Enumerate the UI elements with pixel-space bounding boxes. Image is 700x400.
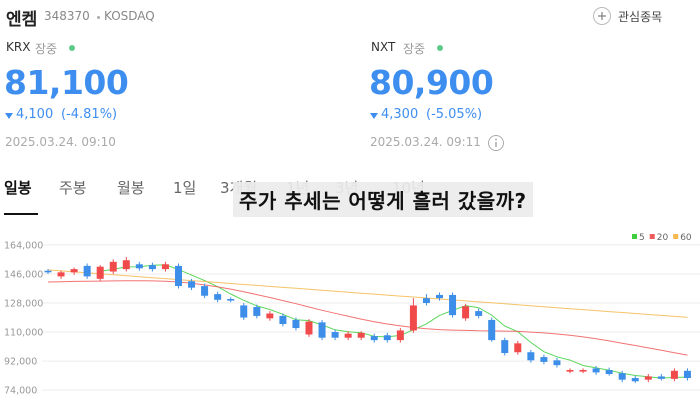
watch-button[interactable]: 관심종목 — [618, 10, 663, 24]
candle-body — [670, 370, 678, 379]
venue: KRX — [6, 40, 31, 54]
candle-body — [83, 265, 91, 277]
plus-circle — [593, 7, 611, 25]
tab-underline — [4, 213, 38, 215]
stock-name: 엔켐 — [6, 10, 38, 30]
candle-body — [148, 265, 156, 270]
candle-body — [592, 368, 600, 373]
candle-body — [279, 315, 287, 324]
quote-time: 2025.03.24. 09:10 — [5, 135, 116, 149]
candle-body — [344, 333, 352, 338]
candle-body — [109, 261, 117, 272]
candle-body — [201, 286, 209, 296]
info-circle — [488, 135, 504, 151]
candle-body — [175, 265, 182, 287]
candle-body — [488, 319, 496, 341]
candle-body — [135, 264, 143, 269]
candle-body — [475, 311, 483, 316]
candle-body — [605, 369, 613, 375]
candle-body — [644, 376, 652, 380]
down-arrow — [5, 113, 13, 119]
candle-body — [631, 378, 639, 382]
candle-body — [161, 264, 169, 270]
candle-body — [96, 266, 104, 279]
quote-time: 2025.03.24. 09:11 — [370, 135, 481, 149]
candle-body — [683, 370, 691, 379]
status-dot — [69, 45, 75, 51]
candle-body — [553, 360, 561, 366]
candle-body — [292, 319, 300, 329]
candle-body — [331, 332, 339, 338]
status: 장중 — [35, 42, 58, 56]
overlay-caption: 주가 추세는 어떻게 흘러 갔을까? — [233, 182, 533, 217]
y-tick-label: 164,000 — [4, 240, 43, 251]
status-dot — [437, 45, 443, 51]
candle-body — [57, 272, 65, 277]
legend-swatch — [649, 234, 655, 239]
period-tab[interactable]: 주봉 — [59, 179, 87, 197]
candle-body — [305, 321, 313, 335]
legend-label: 60 — [680, 233, 692, 243]
change: 4,300 — [381, 107, 419, 122]
down-arrow — [370, 113, 378, 119]
change: 4,100 — [16, 107, 54, 122]
y-tick-label: 128,000 — [4, 299, 43, 310]
ma-line — [47, 269, 688, 318]
period-tab[interactable]: 1일 — [173, 179, 197, 197]
y-tick-label: 146,000 — [4, 269, 43, 280]
info-icon[interactable] — [487, 134, 505, 152]
change-pct: (-4.81%) — [61, 107, 118, 122]
candle-body — [240, 305, 248, 318]
separator — [97, 16, 100, 19]
candle-body — [266, 313, 274, 319]
candle-body — [370, 336, 378, 341]
legend-label: 20 — [657, 233, 669, 243]
status: 장중 — [403, 42, 426, 56]
candle-body — [70, 269, 78, 273]
candle-body — [436, 294, 443, 299]
candle-body — [449, 294, 457, 316]
candle-body — [579, 369, 587, 372]
candle-body — [409, 305, 417, 331]
legend-label: 5 — [639, 233, 645, 243]
candle-body — [214, 294, 222, 300]
candle-body — [357, 332, 365, 338]
candle-body — [657, 376, 665, 379]
change-pct: (-5.05%) — [426, 107, 483, 122]
candle-body — [514, 343, 522, 353]
stock-code: 348370 — [44, 9, 90, 23]
candle-body — [188, 281, 196, 288]
candle-body — [44, 270, 52, 273]
ma-line — [100, 264, 688, 379]
candle-body — [383, 335, 391, 341]
period-tab[interactable]: 월봉 — [117, 179, 145, 197]
y-tick-label: 74,000 — [4, 386, 37, 397]
y-tick-label: 92,000 — [4, 357, 37, 368]
period-tab[interactable]: 일봉 — [4, 179, 32, 197]
ma-line — [47, 280, 688, 356]
legend-swatch — [673, 234, 679, 239]
info-dot — [495, 138, 497, 141]
candle-body — [527, 352, 535, 361]
candle-body — [422, 298, 430, 304]
venue: NXT — [371, 40, 396, 54]
candle-body — [227, 298, 235, 301]
price: 81,100 — [4, 63, 129, 102]
candle-body — [618, 373, 626, 380]
candle-body — [501, 340, 509, 354]
candle-body — [318, 322, 326, 338]
candle-body — [462, 306, 470, 319]
plus-icon[interactable] — [592, 6, 612, 26]
candle-body — [566, 369, 574, 372]
legend-swatch — [632, 234, 637, 239]
candle-body — [253, 307, 261, 316]
candle-body — [122, 260, 130, 270]
candle-body — [540, 357, 548, 362]
candle-body — [396, 330, 404, 341]
y-tick-label: 110,000 — [4, 328, 43, 339]
market: KOSDAQ — [104, 9, 155, 23]
price: 80,900 — [369, 63, 494, 102]
